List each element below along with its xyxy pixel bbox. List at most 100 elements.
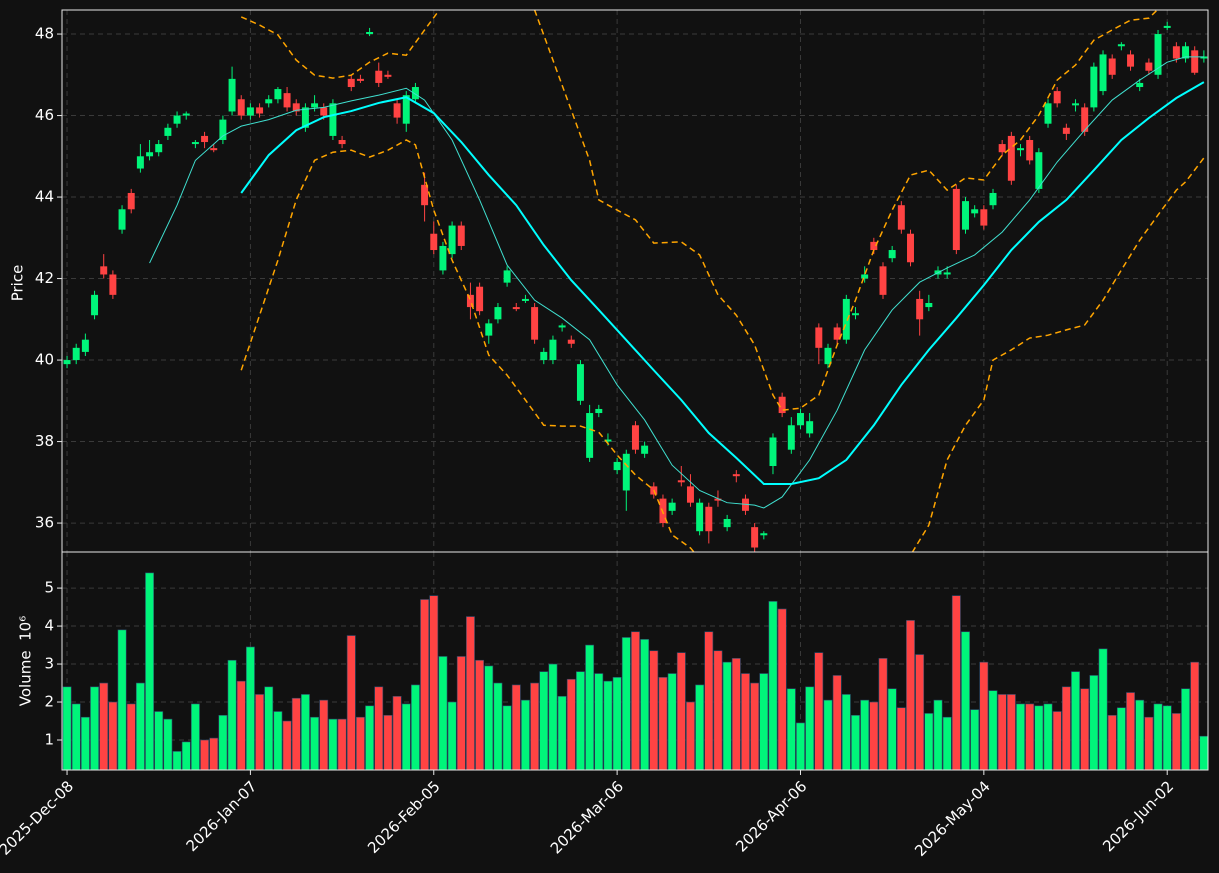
candle-body [402,95,410,124]
volume-bar [548,663,558,770]
volume-bar [1135,699,1145,770]
candle-body [81,339,89,352]
volume-bar [851,715,860,770]
volume-bar [374,686,384,770]
candle-body [558,325,566,328]
candle-body [1053,91,1061,104]
volume-bar [530,682,540,770]
candle-body [320,107,328,116]
candle-body [567,339,575,344]
price-marks [63,10,1208,552]
candle-body [219,119,227,140]
candle-body [1136,82,1144,88]
candle-body [1044,103,1052,124]
volume-bar [832,675,842,770]
candle-body [375,70,383,83]
volume-bar [713,650,723,770]
volume-bar [1126,692,1135,770]
candle-body [677,480,685,483]
x-tick-label: 2026-May-04 [911,777,994,860]
volume-bar [135,682,145,770]
candle-body [476,286,484,312]
volume-bar [236,680,246,770]
volume-bar [328,718,338,770]
candle-body [338,139,346,145]
volume-bar [585,644,595,770]
candle-body [393,103,401,118]
volume-bar [484,665,494,770]
y-tick-label: 2 [44,693,54,711]
candle-body [136,156,144,169]
candle-body [457,225,465,246]
volume-bar [1107,715,1117,770]
volume-bar [933,699,943,770]
volume-bar [768,601,778,770]
candle-body [787,425,795,450]
candle-body [63,360,71,365]
volume-bar [860,699,870,770]
candle-body [100,266,108,275]
candle-body [237,99,245,116]
candle-body [989,192,997,206]
volume-bar [750,682,760,770]
volume-bar [310,716,320,770]
candle-body [971,209,979,214]
volume-bar [1071,671,1080,770]
candle-body [109,274,117,295]
volume-bar [686,701,695,770]
candle-body [430,233,438,251]
candle-body [622,453,630,491]
candle-body [540,351,548,361]
y-tick-label: 4 [44,617,54,635]
volume-bar [181,741,191,770]
volume-bar [90,686,99,770]
volume-bar [145,572,154,770]
volume-bar [1162,705,1172,770]
volume-bar [823,699,833,770]
y-axis-label: Price [9,265,27,302]
volume-bar [1043,703,1053,770]
volume-bar [172,751,182,770]
candle-body [870,241,878,251]
volume-bar [71,703,81,770]
candle-body [796,413,804,426]
volume-bar [640,639,650,770]
candle-body [1200,56,1208,59]
candle-body [1191,50,1199,73]
candle-body [751,527,759,548]
volume-bar [337,718,347,770]
candle-body [852,313,859,316]
volume-bar [759,673,769,770]
candle-body [925,303,933,308]
candle-body [384,74,392,77]
candle-body [421,184,429,206]
volume-bar [1116,707,1126,770]
volume-bar [99,682,109,770]
candle-body [329,103,337,136]
candle-body [1090,66,1098,108]
volume-bar [814,652,824,770]
candle-body [842,298,850,340]
volume-bar [1190,661,1200,770]
volume-bar [62,686,72,770]
candle-body [301,107,309,128]
volume-bar [273,711,283,770]
candle-body [182,113,190,116]
candle-body [494,307,502,320]
volume-bar [401,703,411,770]
candle-body [1035,152,1043,189]
volume-bar [722,661,732,770]
candle-body [686,486,694,503]
volume-bar [667,673,677,770]
volume-bar [319,699,329,770]
volume-bar [126,703,136,770]
candle-body [641,445,649,454]
candle-body [72,347,80,361]
volume-bar [1089,675,1099,770]
volume-bar [695,684,705,770]
candle-body [696,502,704,532]
volume-bar [786,688,796,770]
candle-body [146,152,154,157]
volume-bar [988,690,998,770]
price-grid [62,10,1208,552]
